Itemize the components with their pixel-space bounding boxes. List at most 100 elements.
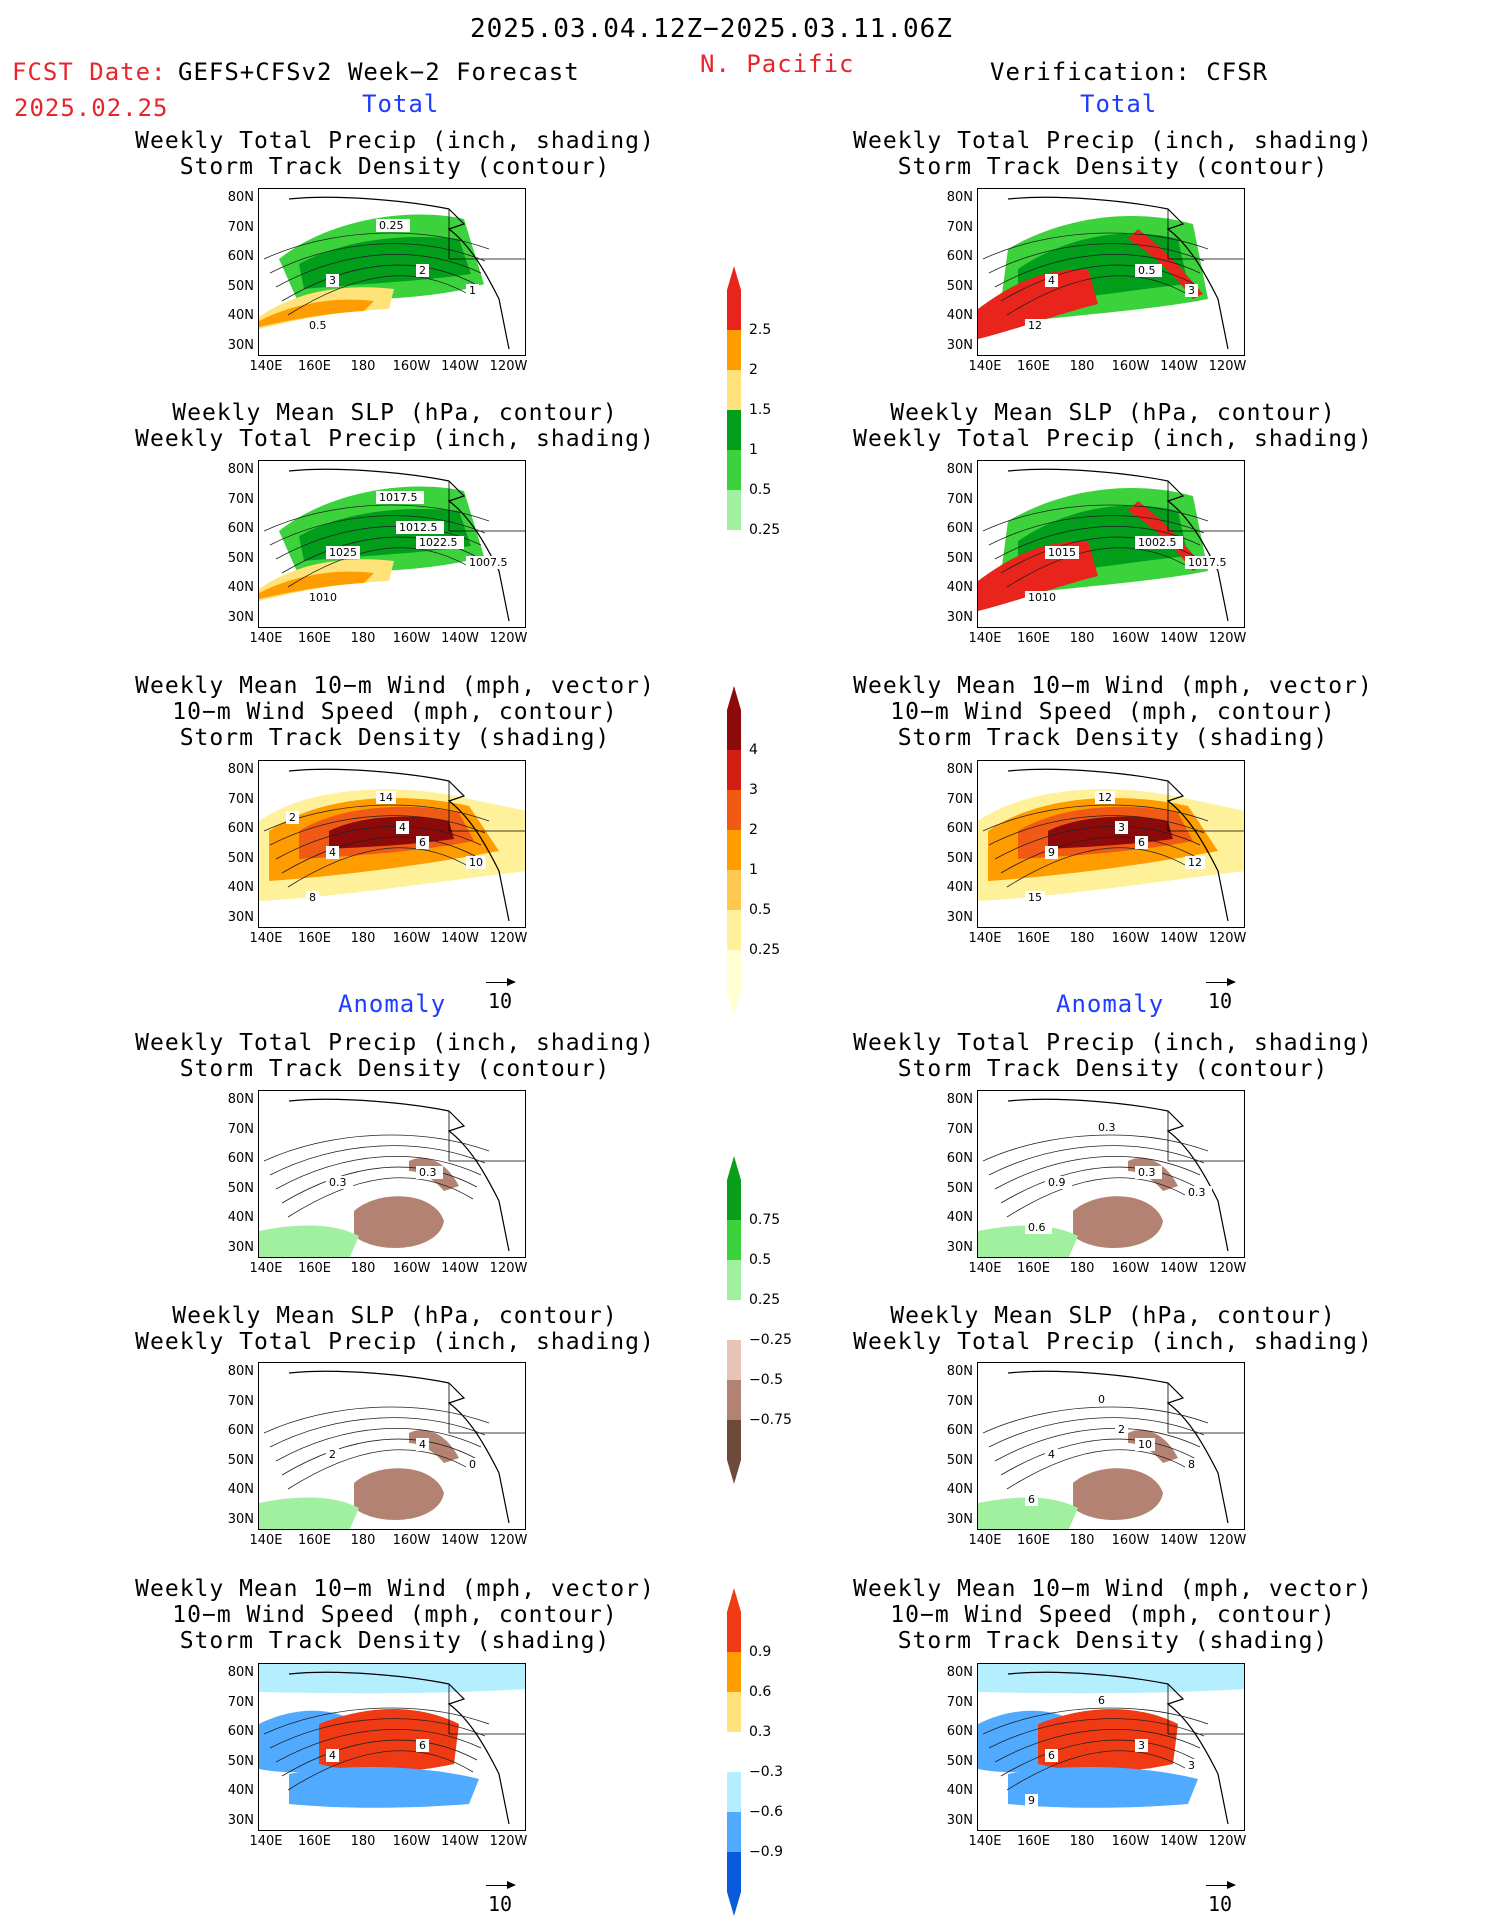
right-title-1: Weekly Mean SLP (hPa, contour) Weekly Tot… — [833, 400, 1393, 452]
left-title-0-line-1: Storm Track Density (contour) — [179, 154, 611, 180]
left-map-2-lon-120W: 120W — [489, 931, 528, 946]
svg-text:0: 0 — [469, 1458, 476, 1471]
storm-anom-colorbar-label-0: 0.9 — [749, 1644, 772, 1660]
left-map-2-lon-140E: 140E — [249, 931, 283, 946]
right-map-3-lon-160E: 160E — [1016, 1261, 1051, 1276]
left-map-5-lon-160E: 160E — [297, 1834, 332, 1849]
right-map-5-contour-1 — [988, 1718, 1205, 1749]
right-map-4-contour-3 — [1000, 1438, 1197, 1476]
left-map-0-lon-120W: 120W — [489, 359, 528, 374]
left-map-4-contour-label-1: 4 — [416, 1438, 429, 1451]
svg-text:1010: 1010 — [1028, 591, 1056, 604]
right-map-3-contour-3 — [1000, 1166, 1197, 1204]
left-map-1-lat-80N: 80N — [227, 462, 254, 477]
right-map-2-contour-label-4: 12 — [1095, 791, 1115, 804]
right-map-1-lon-140E: 140E — [968, 631, 1002, 646]
storm-anom-colorbar-seg-6 — [727, 1852, 741, 1892]
precip-anom-colorbar-tail — [727, 1460, 741, 1484]
left-map-3-lat-60N: 60N — [227, 1151, 254, 1166]
right-map-1-lon-160W: 160W — [1111, 631, 1150, 646]
right-map-5-shade-3 — [978, 1664, 1244, 1694]
right-title-2-line-0: Weekly Mean 10−m Wind (mph, vector) — [853, 673, 1373, 699]
right-title-3: Weekly Total Precip (inch, shading) Storm… — [833, 1030, 1393, 1082]
left-map-1-border — [448, 481, 525, 532]
left-map-2-contour-label-1: 6 — [416, 836, 429, 849]
left-title-1-line-0: Weekly Mean SLP (hPa, contour) — [172, 400, 618, 426]
storm-total-colorbar-label-2: 2 — [749, 822, 758, 838]
right-map-4-lon-160E: 160E — [1016, 1533, 1051, 1548]
left-map-0-contour-label-1: 2 — [416, 264, 429, 277]
left-map-3-lon-140E: 140E — [249, 1261, 283, 1276]
left-map-3-lat-30N: 30N — [227, 1239, 254, 1255]
left-map-1-lon-140E: 140E — [249, 631, 283, 646]
left-map-4-shade-2 — [259, 1497, 359, 1529]
right-map-2-lon-140W: 140W — [1160, 931, 1198, 946]
left-map-2-contour-label-4: 14 — [376, 791, 396, 804]
storm-anom-colorbar-tip — [727, 1588, 741, 1612]
left-map-3-contour-label-1: 0.3 — [416, 1166, 443, 1179]
svg-text:1002.5: 1002.5 — [1138, 536, 1177, 549]
right-map-2-lon-180: 180 — [1069, 931, 1095, 946]
precip-anom-colorbar-label-5: −0.75 — [749, 1412, 792, 1428]
left-map-1-lat-30N: 30N — [227, 609, 254, 625]
left-map-4-contour-label-0: 2 — [326, 1448, 339, 1461]
svg-text:4: 4 — [329, 1749, 336, 1762]
right-map-0-contour-label-1: 0.5 — [1135, 264, 1162, 277]
right-map-4-shade-1 — [1073, 1468, 1163, 1520]
right-map-3-contour-label-0: 0.9 — [1045, 1176, 1072, 1189]
right-map-4-lon-180: 180 — [1069, 1533, 1095, 1548]
left-map-2-contour-label-3: 8 — [306, 891, 319, 904]
left-map-2-contour-label-5: 4 — [396, 821, 409, 834]
storm-anom-colorbar-seg-0 — [727, 1612, 741, 1652]
right-map-3-contour-1 — [988, 1145, 1205, 1176]
svg-text:3: 3 — [1118, 821, 1125, 834]
precip-anom-colorbar-label-4: −0.5 — [749, 1372, 783, 1388]
left-map-4-lat-60N: 60N — [227, 1423, 254, 1438]
right-map-0-contour-3 — [1000, 264, 1197, 302]
right-map-0-contour-2 — [994, 254, 1201, 288]
left-map-0-contour-2 — [275, 254, 482, 288]
right-map-5-lon-140W: 140W — [1160, 1834, 1198, 1849]
right-map-0-lat-80N: 80N — [946, 190, 973, 205]
right-map-5-lon-180: 180 — [1069, 1834, 1095, 1849]
right-map-5-lon-160E: 160E — [1016, 1834, 1051, 1849]
right-map-4-lon-160W: 160W — [1111, 1533, 1150, 1548]
right-map-4-contour-label-3: 6 — [1025, 1493, 1038, 1506]
left-title-5: Weekly Mean 10−m Wind (mph, vector) 10−m … — [115, 1576, 675, 1654]
left-map-1-contour-4 — [287, 547, 474, 588]
right-title-0: Weekly Total Precip (inch, shading) Storm… — [833, 128, 1393, 180]
left-map-5-lat-70N: 70N — [227, 1694, 254, 1710]
left-map-3-lat-70N: 70N — [227, 1121, 254, 1137]
right-map-2-lat-30N: 30N — [946, 909, 973, 925]
precip-anom-colorbar-seg-0 — [727, 1180, 741, 1220]
svg-text:1025: 1025 — [329, 546, 357, 559]
precip-total-colorbar-tip — [727, 266, 741, 290]
right-map-4-lon-120W: 120W — [1208, 1533, 1247, 1548]
right-map-3-lon-120W: 120W — [1208, 1261, 1247, 1276]
right-map-1-lon-180: 180 — [1069, 631, 1095, 646]
precip-total-colorbar-seg-0 — [727, 290, 741, 330]
left-map-2-contour-2 — [275, 826, 482, 860]
svg-text:1015: 1015 — [1048, 546, 1076, 559]
svg-text:0.3: 0.3 — [419, 1166, 437, 1179]
left-map-1: 1025 1022.5 1007.5 1010 1017.5 1012.5 — [258, 460, 526, 628]
storm-total-colorbar-seg-2 — [727, 790, 741, 830]
storm-total-colorbar-label-5: 0.25 — [749, 942, 781, 958]
svg-text:0.3: 0.3 — [329, 1176, 347, 1189]
right-map-3-lat-60N: 60N — [946, 1151, 973, 1166]
left-map-4-lat-50N: 50N — [227, 1452, 254, 1468]
left-map-4: 2 4 0 — [258, 1362, 526, 1530]
svg-text:2: 2 — [289, 811, 296, 824]
left-map-2-lat-30N: 30N — [227, 909, 254, 925]
left-map-3-border — [448, 1111, 525, 1162]
left-map-2-lon-160E: 160E — [297, 931, 332, 946]
right-map-5-lat-60N: 60N — [946, 1724, 973, 1739]
left-map-0-contour-1 — [269, 243, 486, 274]
svg-text:1017.5: 1017.5 — [1188, 556, 1227, 569]
precip-anom-colorbar-label-2: 0.25 — [749, 1292, 781, 1308]
right-map-2-contour-label-5: 3 — [1115, 821, 1128, 834]
right-map-4-lat-50N: 50N — [946, 1452, 973, 1468]
left-map-0-contour-3 — [281, 264, 478, 302]
right-map-5-contour-0 — [982, 1707, 1209, 1735]
